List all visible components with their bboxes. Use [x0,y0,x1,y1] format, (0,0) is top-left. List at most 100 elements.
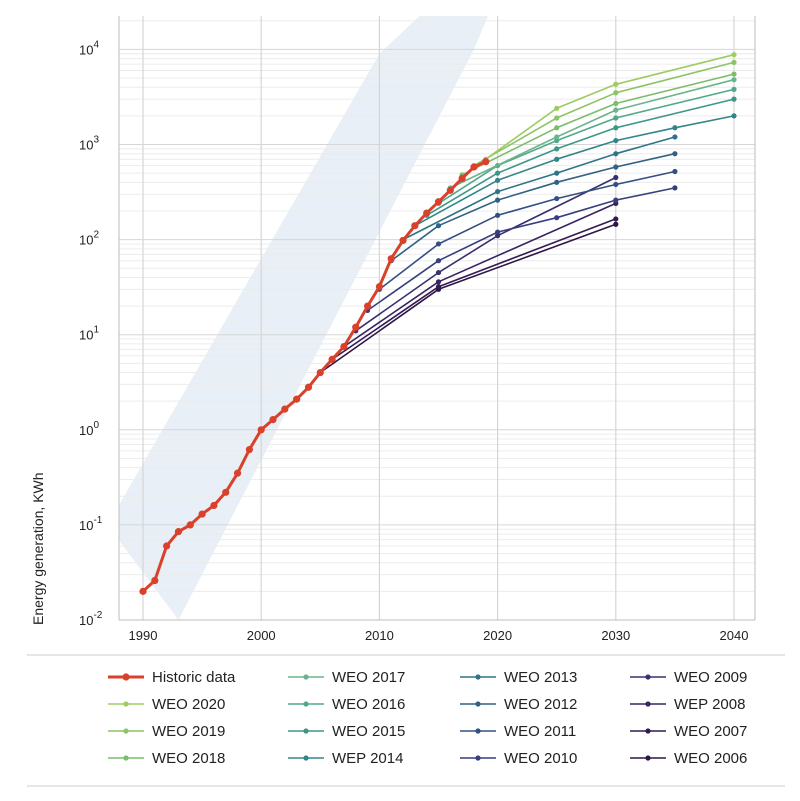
legend-swatch-marker [122,673,130,681]
y-tick-label: 103 [79,135,99,153]
legend-item[interactable]: WEO 2015 [288,723,405,740]
data-point [411,222,419,230]
data-point [554,125,560,131]
data-point [387,255,395,263]
data-point [495,212,501,218]
series-weo-2017 [447,77,737,191]
data-point [399,236,407,245]
legend-item[interactable]: WEO 2020 [108,696,225,713]
data-point [554,137,560,144]
data-point [328,355,336,363]
data-point [470,163,478,171]
data-point [435,269,442,276]
data-point [731,86,737,92]
data-point [613,90,619,96]
data-point [613,81,619,87]
legend-item[interactable]: WEO 2012 [460,696,577,713]
y-tick-label: 101 [79,325,99,343]
data-point [554,134,560,140]
legend-label: WEO 2018 [152,750,225,767]
legend-label: WEO 2011 [504,723,576,740]
data-point [435,279,442,285]
data-point [731,77,737,83]
data-point [222,488,230,496]
legend-item[interactable]: WEO 2013 [460,669,577,686]
legend-item[interactable]: WEO 2011 [460,723,576,740]
data-point [731,96,737,102]
legend-swatch-marker [123,755,129,761]
data-point [613,216,619,222]
data-point [495,170,501,176]
legend-label: WEO 2009 [674,669,747,686]
legend-label: WEP 2014 [332,750,403,767]
data-point [672,151,678,157]
data-point [281,405,289,413]
data-point [613,100,619,107]
series-weo-2010 [364,185,678,314]
data-point [257,426,265,434]
data-point [731,59,737,65]
trend-band-area [119,16,489,620]
legend-swatch-marker [645,728,651,734]
data-point [495,188,501,195]
data-point [672,168,678,175]
data-point [174,528,183,536]
legend-item[interactable]: WEO 2017 [288,669,405,686]
data-point [613,174,619,181]
data-point [352,323,360,331]
legend-label: WEO 2006 [674,750,747,767]
legend-label: WEO 2015 [332,723,405,740]
data-point [613,125,619,131]
legend-item[interactable]: WEO 2016 [288,696,405,713]
legend-swatch-marker [303,755,309,761]
data-point [613,197,619,203]
legend-swatch-marker [475,755,481,761]
legend-item[interactable]: WEP 2008 [630,696,745,713]
x-tick-label: 2030 [601,628,630,643]
data-point [613,137,619,144]
data-point [731,52,737,58]
legend-swatch-marker [123,728,129,734]
data-point [554,146,560,152]
data-point [672,125,678,131]
series-line [438,88,735,205]
legend-swatch-marker [475,701,481,707]
series-line [449,78,735,189]
legend-item[interactable]: WEO 2010 [460,750,577,767]
legend-item[interactable]: WEP 2014 [288,750,403,767]
trend-band [119,16,489,620]
data-point [186,521,194,529]
data-point [495,177,501,183]
x-tick-label: 2010 [365,628,394,643]
data-point [554,170,560,176]
y-axis-title: Energy generation, KWh [30,472,46,625]
series-line [367,187,676,312]
data-point [613,181,619,188]
legend-label: Historic data [152,669,236,686]
data-point [435,284,442,290]
legend-swatch-marker [475,674,481,680]
series-line [378,170,676,290]
data-point [316,368,324,377]
legend-item[interactable]: WEO 2019 [108,723,225,740]
data-point [731,71,737,77]
data-point [458,174,466,183]
legend-label: WEO 2020 [152,696,225,713]
legend-swatch-marker [303,674,309,680]
data-point [233,469,242,477]
data-point [340,342,348,351]
legend-item[interactable]: WEO 2009 [630,669,747,686]
data-point [163,542,171,550]
data-point [554,215,560,221]
legend-item[interactable]: WEO 2007 [630,723,747,740]
data-point [293,395,301,403]
legend-label: WEO 2007 [674,723,747,740]
legend-item[interactable]: Historic data [108,669,236,686]
data-point [435,223,442,229]
series-line [414,115,735,227]
series-historic-data [139,158,490,595]
legend-item[interactable]: WEO 2018 [108,750,225,767]
legend-item[interactable]: WEO 2006 [630,750,747,767]
data-point [375,283,383,291]
